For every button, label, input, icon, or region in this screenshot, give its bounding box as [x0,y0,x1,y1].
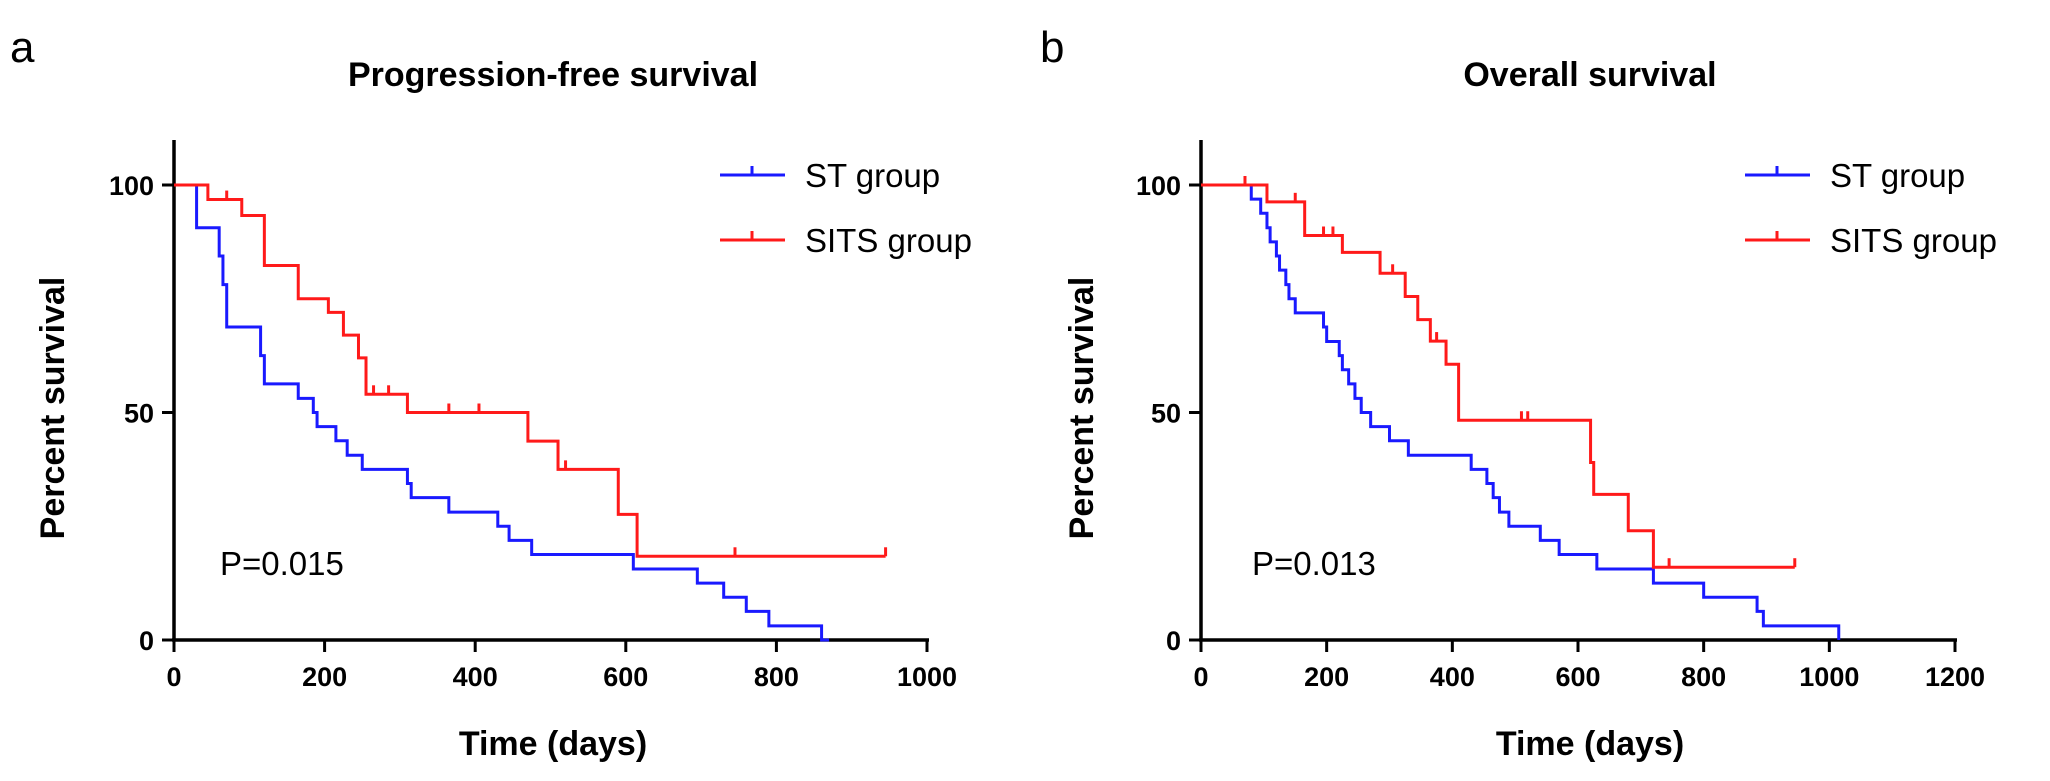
km-curve-sits-a [174,183,886,558]
legend-item-sits-a: SITS group [720,222,972,259]
y-tick-label-b-0: 0 [1166,626,1181,656]
chart-title-a: Progression-free survival [348,56,758,94]
x-tick-label-a-800: 800 [754,662,799,692]
x-tick-label-a-200: 200 [302,662,347,692]
legend-item-st-b: ST group [1745,157,1965,194]
legend-item-st-a: ST group [720,157,940,194]
x-tick-label-b-1000: 1000 [1799,662,1859,692]
km-curve-st-a [174,183,830,642]
legend-item-sits-b: SITS group [1745,222,1997,259]
y-tick-label-b-100: 100 [1136,171,1181,201]
series-sits-a [174,183,888,558]
x-tick-label-a-1000: 1000 [897,662,957,692]
axes-b: 0 200 400 600 800 1000 1200 0 50 100 [1136,140,1985,692]
series-st-b [1201,183,1841,640]
y-axis-label-a: Percent survival [34,277,72,540]
y-tick-label-a-50: 50 [124,399,154,429]
x-tick-label-b-200: 200 [1304,662,1349,692]
x-tick-label-b-0: 0 [1193,662,1208,692]
panel-letter-b: b [1040,23,1064,72]
legend-label-st-a: ST group [805,157,940,194]
chart-title-b: Overall survival [1463,56,1716,94]
y-tick-label-a-0: 0 [139,626,154,656]
y-tick-label-b-50: 50 [1151,399,1181,429]
series-sits-b [1201,176,1797,569]
y-tick-label-a-100: 100 [109,171,154,201]
x-tick-label-b-400: 400 [1430,662,1475,692]
p-value-annotation-b: P=0.013 [1252,545,1376,582]
x-axis-label-b: Time (days) [1496,725,1684,763]
legend-label-sits-a: SITS group [805,222,972,259]
x-tick-label-a-0: 0 [166,662,181,692]
axes-a: 0 200 400 600 800 1000 0 50 100 [109,140,957,692]
series-st-a [174,183,830,642]
panel-b: b Overall survival Percent survival Time… [1040,23,1997,763]
panel-a: a Progression-free survival Percent surv… [10,23,972,763]
x-tick-label-b-1200: 1200 [1925,662,1985,692]
x-tick-label-a-400: 400 [453,662,498,692]
x-tick-label-a-600: 600 [603,662,648,692]
y-axis-label-b: Percent survival [1063,277,1101,540]
x-axis-label-a: Time (days) [459,725,647,763]
legend-label-sits-b: SITS group [1830,222,1997,259]
legend-a: ST group SITS group [720,157,972,259]
p-value-annotation-a: P=0.015 [220,545,344,582]
x-tick-label-b-800: 800 [1681,662,1726,692]
legend-label-st-b: ST group [1830,157,1965,194]
x-tick-label-b-600: 600 [1555,662,1600,692]
legend-b: ST group SITS group [1745,157,1997,259]
km-curve-st-b [1201,183,1841,640]
km-curve-sits-b [1201,183,1795,569]
panel-letter-a: a [10,23,35,72]
